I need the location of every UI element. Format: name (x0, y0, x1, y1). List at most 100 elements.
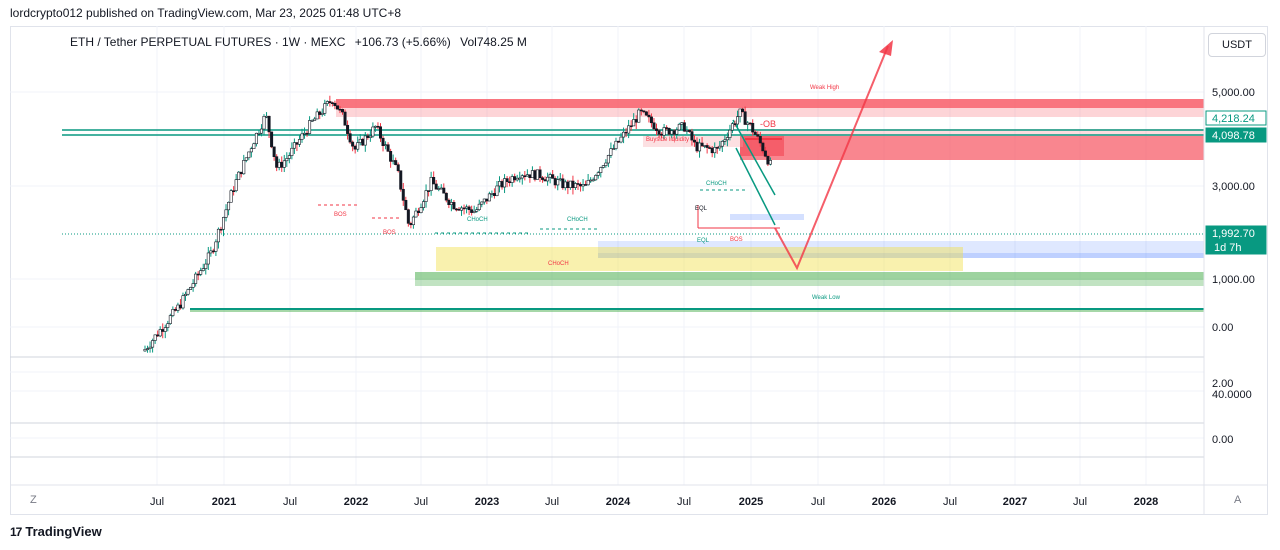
candle-body (444, 192, 448, 201)
candle-body (373, 125, 377, 128)
candle-body (389, 151, 393, 162)
candle-body (624, 131, 628, 134)
candle-body (642, 110, 646, 113)
candle-body (579, 184, 583, 187)
candle-body (399, 170, 403, 190)
time-tick-label: Jul (150, 496, 164, 508)
candle-body (766, 155, 770, 165)
candle-body (310, 120, 314, 122)
time-tick-label: 2027 (1003, 496, 1027, 508)
candle-body (743, 111, 747, 125)
candle-body (761, 142, 765, 152)
price-axis: 5,000.00 3,000.00 1,000.00 0.00 (1212, 87, 1255, 334)
candle-body (303, 132, 307, 135)
price-badge-bg (1205, 110, 1267, 126)
candle-body (756, 134, 760, 137)
candle-body (189, 287, 193, 290)
candle-body (191, 283, 195, 288)
candle-body (178, 304, 182, 309)
zoom-button[interactable]: Z (30, 494, 37, 506)
candle-body (505, 178, 509, 183)
candle-body (267, 115, 271, 133)
time-tick-label: 2021 (212, 496, 236, 508)
candle-body (591, 179, 595, 182)
candle-body (439, 187, 443, 190)
candle-body (687, 130, 691, 132)
candle-body (414, 210, 418, 218)
candle-body (272, 146, 276, 157)
candle-body (401, 188, 405, 201)
candle-body (209, 250, 213, 254)
candle-body (675, 129, 679, 135)
supply-zone-shade (740, 129, 1204, 136)
candle-body (703, 145, 707, 147)
candle-body (232, 190, 236, 192)
candle-body (252, 143, 256, 149)
candle-body (239, 171, 243, 175)
candle-body (475, 209, 479, 212)
weak-high-zone-shade (336, 108, 1204, 117)
candle-body (254, 132, 258, 145)
candle-body (285, 158, 289, 162)
candle-body (449, 202, 453, 205)
candle-body (647, 114, 651, 118)
candle-body (173, 309, 177, 311)
candle-body (394, 160, 398, 166)
candle-body (490, 193, 494, 195)
candle-body (346, 124, 350, 134)
candle-body (682, 122, 686, 132)
candle-body (262, 116, 266, 130)
candle-body (705, 145, 709, 148)
time-tick-label: 2022 (344, 496, 368, 508)
candle-body (495, 185, 499, 196)
candle-body (657, 130, 661, 135)
candle-body (573, 183, 577, 188)
time-tick-label: 2023 (475, 496, 499, 508)
projection-path (774, 45, 889, 271)
candle-body (730, 123, 734, 131)
candle-body (515, 177, 519, 181)
price-badge-countdown: 1d 7h (1214, 242, 1242, 254)
candle-body (361, 138, 365, 146)
candle-body (447, 199, 451, 205)
candle-body (581, 184, 585, 187)
candle-body (358, 138, 362, 143)
candle-body (325, 101, 329, 104)
candle-body (660, 133, 664, 136)
price-badge-bg (1205, 225, 1267, 255)
candle-body (563, 181, 567, 189)
candle-body (409, 223, 413, 226)
candle-body (715, 147, 719, 149)
candle-body (313, 118, 317, 121)
annotation-label: CHoCH (567, 217, 588, 223)
candle-body (419, 207, 423, 214)
candle-body (363, 135, 367, 146)
footer-brand: 17 TradingView (10, 524, 102, 539)
candle-body (665, 127, 669, 129)
symbol-change: +106.73 (+5.66%) (354, 35, 451, 49)
candle-body (530, 170, 534, 178)
candle-body (758, 135, 762, 144)
candle-body (143, 348, 147, 352)
candle-body (333, 102, 337, 107)
candle-body (738, 108, 742, 118)
price-badge-bg (1205, 127, 1267, 143)
auto-scale-button[interactable]: A (1234, 494, 1242, 506)
candle-body (713, 147, 717, 154)
candle-body (427, 190, 431, 192)
candle-body (639, 109, 643, 112)
time-tick-label: Jul (283, 496, 297, 508)
candle-body (670, 130, 674, 135)
currency-button[interactable]: USDT (1208, 33, 1266, 57)
time-axis: Jul 2021 Jul 2022 Jul 2023 Jul 2024 Jul 2025 Jul 20… (150, 496, 1158, 508)
candle-body (733, 123, 737, 126)
candle-body (672, 130, 676, 135)
blue-zone-upper (598, 241, 1204, 253)
candle-body (341, 109, 345, 113)
candle-body (328, 101, 332, 103)
candle-body (368, 135, 372, 138)
candle-body (227, 201, 231, 211)
symbol-title: ETH / Tether PERPETUAL FUTURES · 1W · ME… (70, 35, 346, 49)
